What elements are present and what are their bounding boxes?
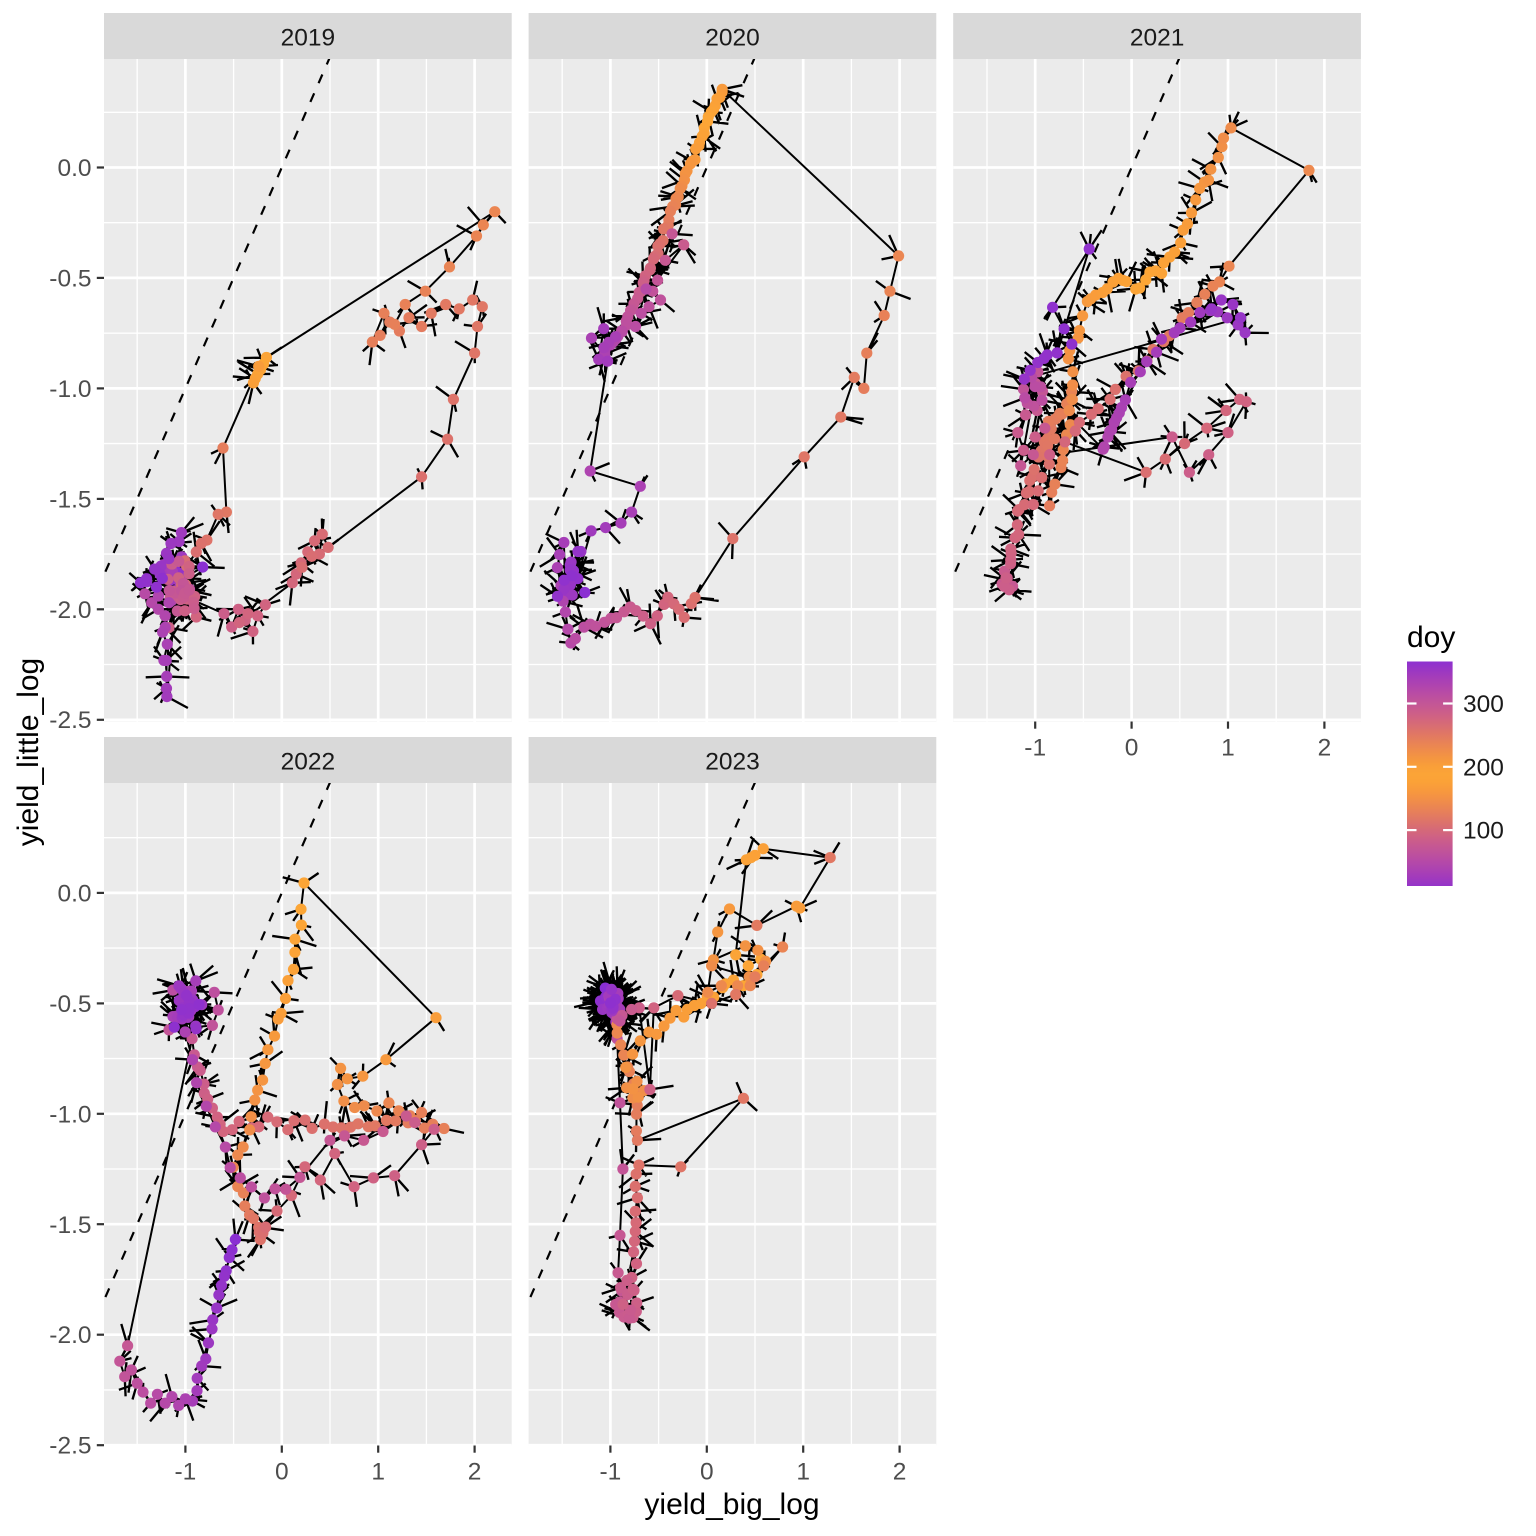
svg-text:100: 100 <box>1463 818 1504 845</box>
svg-text:2: 2 <box>893 1459 907 1486</box>
svg-text:-1.5: -1.5 <box>49 1212 91 1239</box>
svg-text:200: 200 <box>1463 754 1504 781</box>
svg-text:1: 1 <box>796 1459 810 1486</box>
svg-text:0: 0 <box>275 1459 289 1486</box>
svg-text:0: 0 <box>700 1459 714 1486</box>
svg-text:2022: 2022 <box>281 749 336 776</box>
svg-text:doy: doy <box>1407 621 1455 654</box>
svg-text:-2.5: -2.5 <box>49 707 91 734</box>
svg-text:1: 1 <box>371 1459 385 1486</box>
svg-text:1: 1 <box>1221 735 1235 762</box>
svg-text:-2.5: -2.5 <box>49 1433 91 1460</box>
svg-text:0: 0 <box>1125 735 1139 762</box>
svg-text:-1: -1 <box>1024 735 1046 762</box>
svg-text:2023: 2023 <box>705 749 760 776</box>
svg-text:0.0: 0.0 <box>57 155 91 182</box>
svg-text:2019: 2019 <box>281 25 336 52</box>
svg-text:-1.0: -1.0 <box>49 1101 91 1128</box>
svg-text:2: 2 <box>1318 735 1332 762</box>
svg-text:2021: 2021 <box>1130 25 1185 52</box>
svg-text:yield_little_log: yield_little_log <box>12 658 45 846</box>
svg-text:-2.0: -2.0 <box>49 1322 91 1349</box>
svg-text:-1: -1 <box>175 1459 197 1486</box>
svg-text:-1.0: -1.0 <box>49 376 91 403</box>
svg-text:2020: 2020 <box>705 25 760 52</box>
svg-text:300: 300 <box>1463 691 1504 718</box>
svg-text:yield_big_log: yield_big_log <box>644 1488 819 1521</box>
svg-text:0.0: 0.0 <box>57 880 91 907</box>
svg-text:-2.0: -2.0 <box>49 597 91 624</box>
svg-text:2: 2 <box>468 1459 482 1486</box>
svg-text:-1.5: -1.5 <box>49 486 91 513</box>
svg-text:-0.5: -0.5 <box>49 991 91 1018</box>
svg-text:-1: -1 <box>600 1459 622 1486</box>
svg-text:-0.5: -0.5 <box>49 265 91 292</box>
